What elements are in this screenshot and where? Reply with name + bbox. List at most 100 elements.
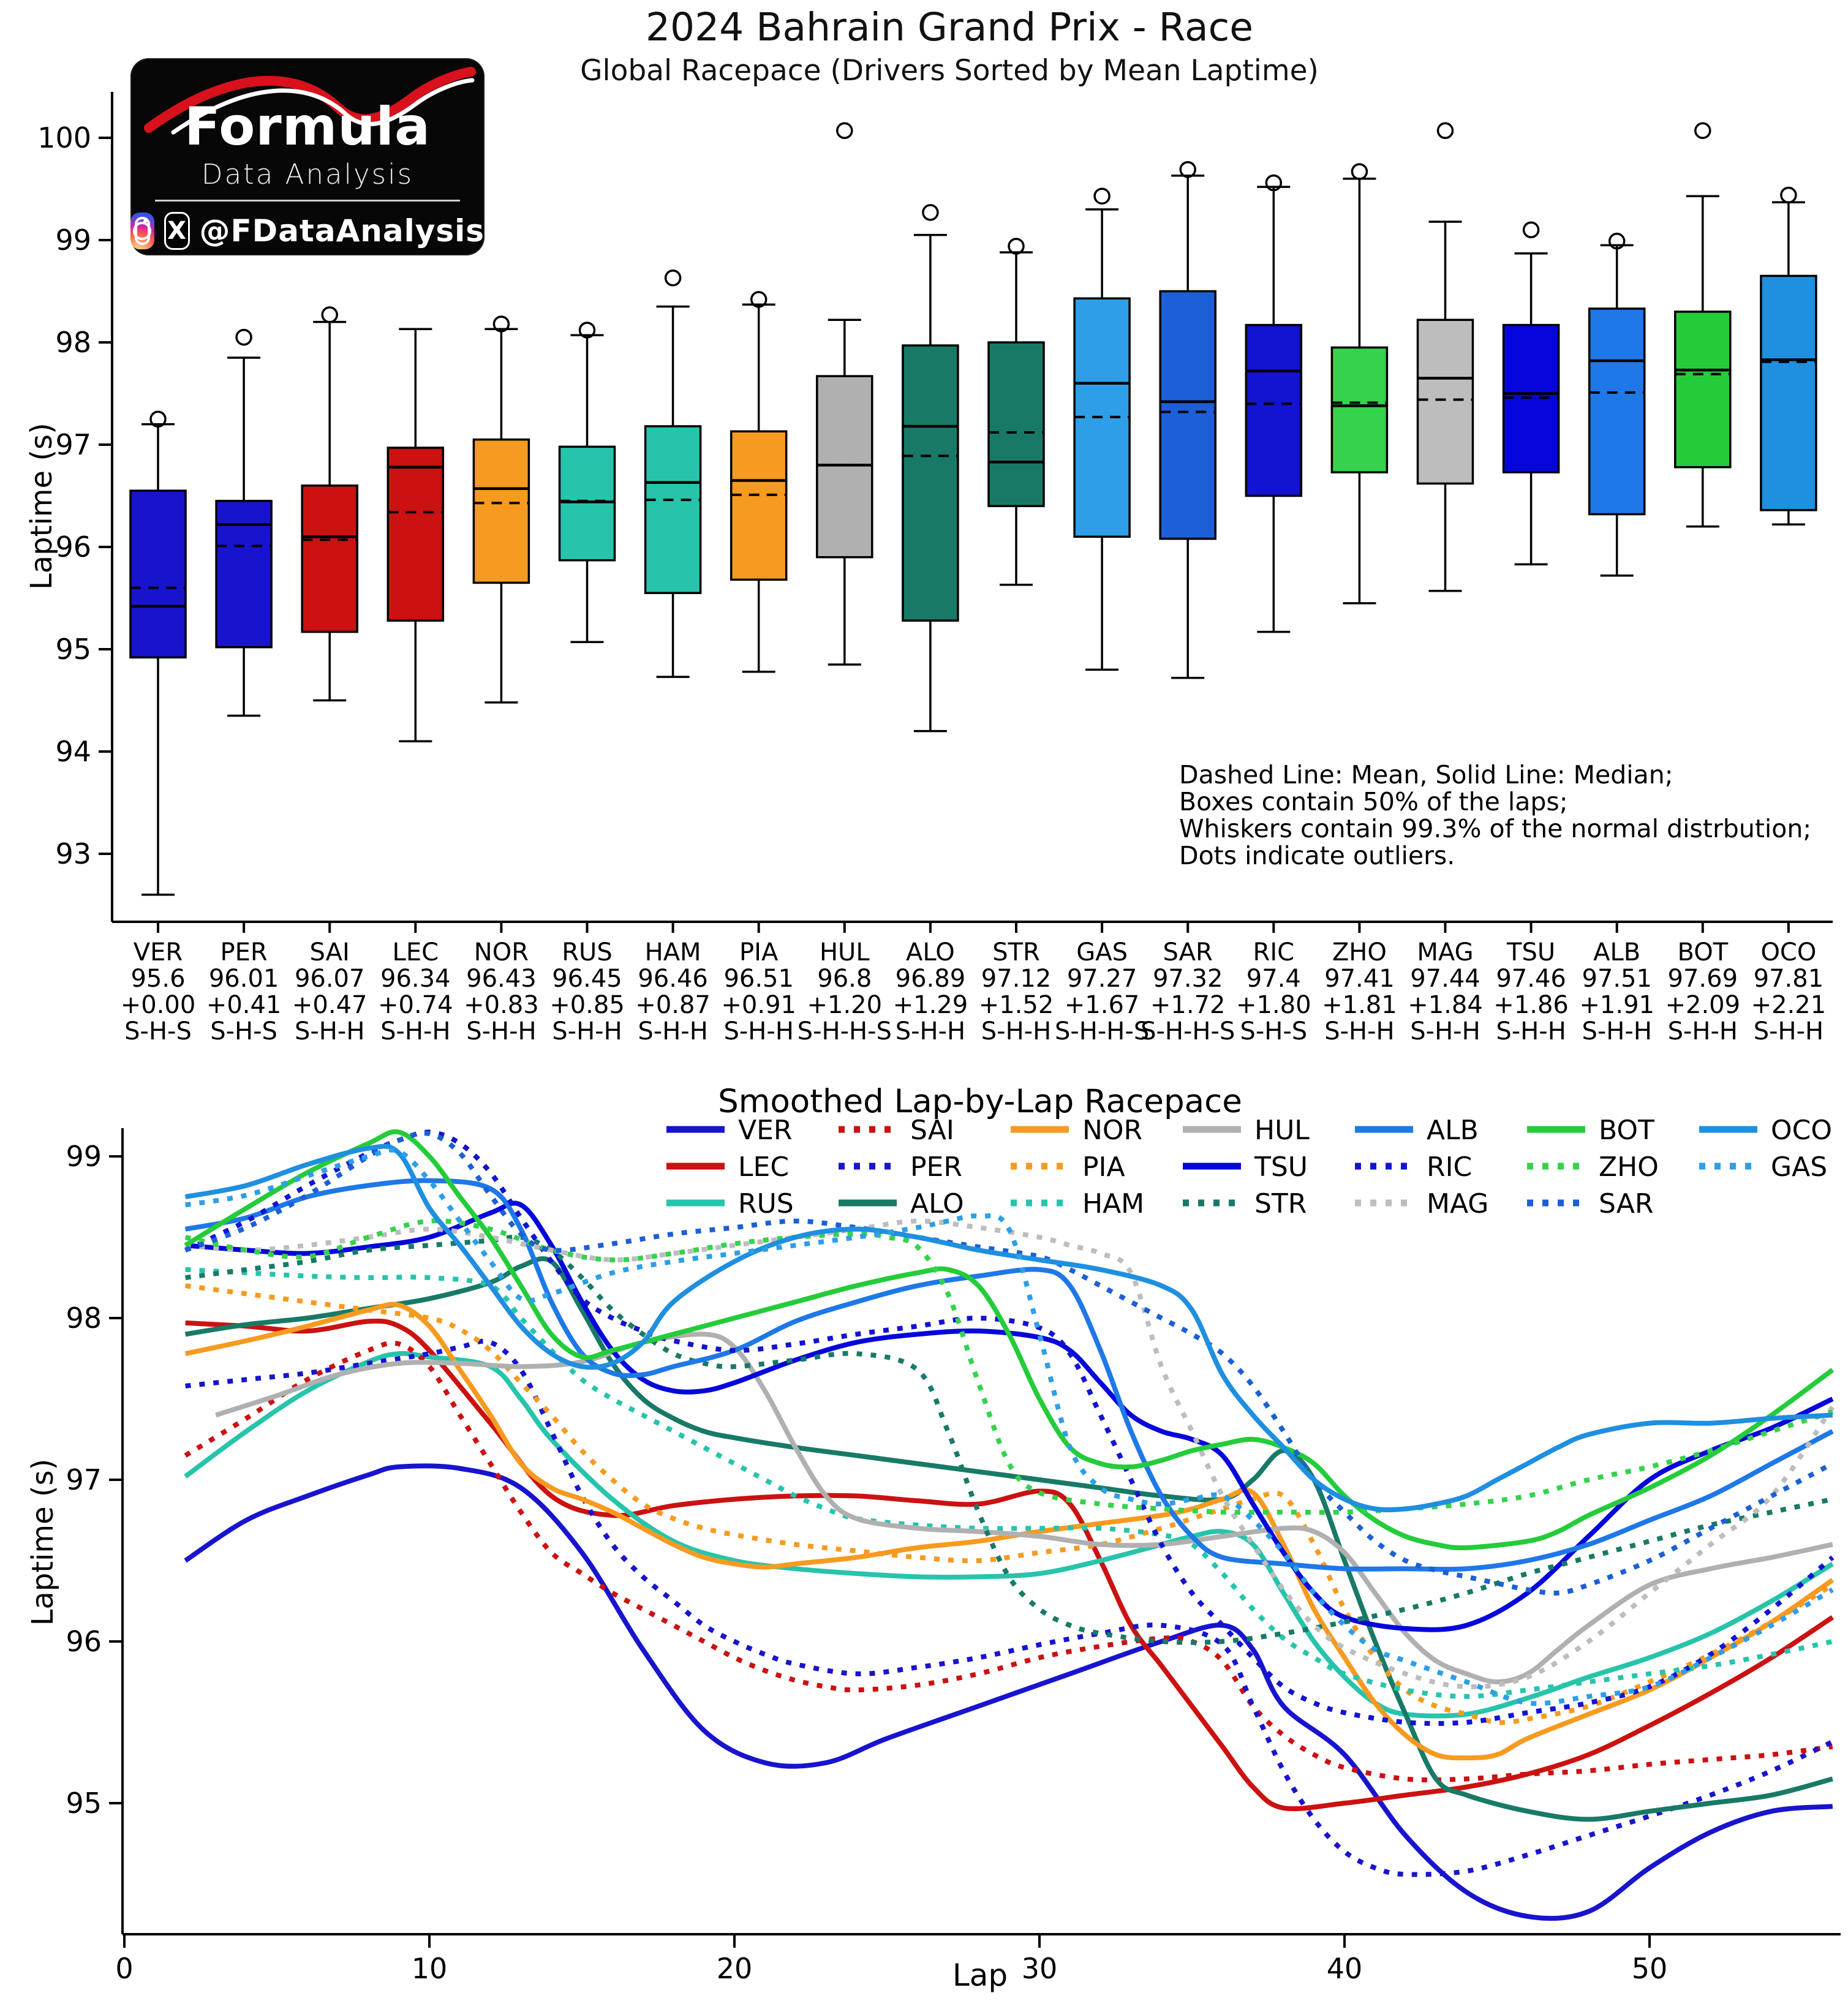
- race-line-ZHO: [184, 1218, 1834, 1515]
- brand-social-row: X @FDataAnalysis: [130, 211, 485, 251]
- driver-gap-label: +2.21: [1751, 991, 1827, 1019]
- legend-label-TSU: TSU: [1254, 1151, 1308, 1183]
- driver-gap-label: +1.72: [1150, 991, 1226, 1019]
- outlier-STR: [1008, 238, 1025, 255]
- outlier-ALB: [1608, 232, 1626, 250]
- outlier-ZHO: [1351, 163, 1368, 180]
- driver-code-label: TSU: [1506, 938, 1555, 967]
- box-RIC: [1245, 323, 1303, 497]
- driver-strategy-label: S-H-H: [638, 1017, 707, 1046]
- race-line-VER: [184, 1463, 1833, 1921]
- x-icon: X: [164, 212, 190, 250]
- brand-handle: @FDataAnalysis: [199, 213, 485, 249]
- driver-code-label: ALB: [1593, 938, 1640, 967]
- driver-strategy-label: S-H-H: [1668, 1017, 1738, 1046]
- linechart-x-axis-label: Lap: [952, 1958, 1008, 1993]
- annotation-line: Dots indicate outliers.: [1179, 841, 1455, 870]
- outlier-OCO: [1780, 186, 1797, 204]
- driver-strategy-label: S-H-H: [466, 1017, 536, 1046]
- race-line-MAG: [185, 1218, 1835, 1690]
- driver-mean-label: 96.01: [209, 965, 279, 993]
- race-line-HUL: [215, 1332, 1833, 1684]
- driver-gap-label: +0.87: [635, 991, 711, 1019]
- box-SAI: [301, 484, 358, 633]
- outlier-RIC: [1265, 174, 1283, 192]
- annotation-line: Dashed Line: Mean, Solid Line: Median;: [1179, 760, 1673, 789]
- driver-code-label: VER: [134, 938, 183, 967]
- driver-strategy-label: S-H-H: [1496, 1017, 1566, 1046]
- driver-gap-label: +0.41: [206, 991, 282, 1019]
- legend-label-RUS: RUS: [738, 1188, 794, 1219]
- driver-mean-label: 97.51: [1582, 965, 1652, 993]
- brand-divider: [155, 200, 460, 202]
- annotation-line: Whiskers contain 99.3% of the normal dis…: [1179, 814, 1812, 843]
- y-tick-label: 96: [55, 530, 91, 563]
- y-tick-label: 95: [66, 1787, 102, 1820]
- page-subtitle: Global Racepace (Drivers Sorted by Mean …: [580, 54, 1319, 88]
- brand-title: Formula: [184, 96, 431, 157]
- box-HAM: [644, 425, 702, 594]
- race-line-ALB: [184, 1178, 1834, 1572]
- box-HUL: [816, 375, 873, 559]
- driver-code-label: STR: [992, 938, 1040, 967]
- outlier-PER: [235, 328, 252, 346]
- instagram-icon: [130, 213, 154, 249]
- legend-label-LEC: LEC: [738, 1151, 789, 1183]
- driver-code-label: RIC: [1253, 938, 1295, 967]
- box-LEC: [387, 447, 445, 622]
- legend-label-MAG: MAG: [1427, 1188, 1488, 1219]
- boxplot-y-axis-label: Laptime (s): [25, 423, 59, 590]
- legend-label-OCO: OCO: [1771, 1115, 1832, 1146]
- outlier-TSU: [1522, 221, 1540, 239]
- race-line-LEC: [185, 1318, 1835, 1812]
- y-tick-label: 95: [55, 633, 91, 666]
- driver-code-label: OCO: [1760, 938, 1816, 967]
- driver-gap-label: +0.00: [121, 991, 196, 1019]
- legend-label-STR: STR: [1254, 1188, 1307, 1219]
- y-tick-label: 97: [66, 1463, 102, 1496]
- box-NOR: [472, 438, 530, 584]
- driver-code-label: LEC: [393, 938, 439, 967]
- legend-label-VER: VER: [738, 1115, 792, 1146]
- x-tick-label: 30: [1022, 1952, 1058, 1985]
- driver-gap-label: +1.91: [1579, 991, 1654, 1019]
- legend-label-PIA: PIA: [1082, 1151, 1125, 1183]
- driver-mean-label: 96.8: [817, 965, 872, 993]
- race-line-RUS: [184, 1351, 1834, 1719]
- driver-strategy-label: S-H-H: [723, 1017, 793, 1046]
- legend-label-ZHO: ZHO: [1599, 1151, 1659, 1183]
- outlier-VER: [149, 410, 167, 428]
- driver-mean-label: 97.81: [1754, 965, 1824, 993]
- driver-mean-label: 96.07: [295, 965, 365, 993]
- y-tick-label: 96: [66, 1625, 102, 1658]
- driver-code-label: GAS: [1076, 938, 1128, 967]
- y-tick-label: 98: [66, 1302, 102, 1335]
- y-tick-label: 99: [55, 224, 91, 257]
- box-ALO: [902, 344, 959, 622]
- legend-label-SAR: SAR: [1599, 1188, 1653, 1219]
- outlier-PIA: [750, 291, 767, 308]
- legend-label-SAI: SAI: [910, 1115, 954, 1146]
- legend-label-RIC: RIC: [1427, 1151, 1472, 1183]
- race-line-NOR: [184, 1302, 1835, 1761]
- driver-code-label: BOT: [1677, 938, 1728, 967]
- y-tick-label: 98: [55, 326, 91, 359]
- annotation-line: Boxes contain 50% of the laps;: [1179, 787, 1568, 816]
- box-STR: [987, 341, 1045, 507]
- driver-gap-label: +0.74: [378, 991, 453, 1019]
- driver-mean-label: 97.12: [981, 965, 1052, 993]
- driver-mean-label: 96.43: [466, 965, 537, 993]
- box-SAR: [1159, 290, 1216, 540]
- x-tick-label: 40: [1327, 1952, 1363, 1985]
- race-line-HAM: [185, 1267, 1833, 1699]
- outlier-ALO: [922, 204, 939, 221]
- driver-mean-label: 96.46: [638, 965, 708, 993]
- legend-label-HUL: HUL: [1254, 1115, 1310, 1146]
- x-tick-label: 20: [717, 1952, 753, 1985]
- driver-mean-label: 96.34: [380, 965, 451, 993]
- driver-strategy-label: S-H-H: [1582, 1017, 1651, 1046]
- driver-code-label: PER: [221, 938, 268, 967]
- driver-strategy-label: S-H-H: [981, 1017, 1051, 1046]
- box-PIA: [730, 430, 788, 581]
- x-tick-label: 50: [1632, 1952, 1668, 1985]
